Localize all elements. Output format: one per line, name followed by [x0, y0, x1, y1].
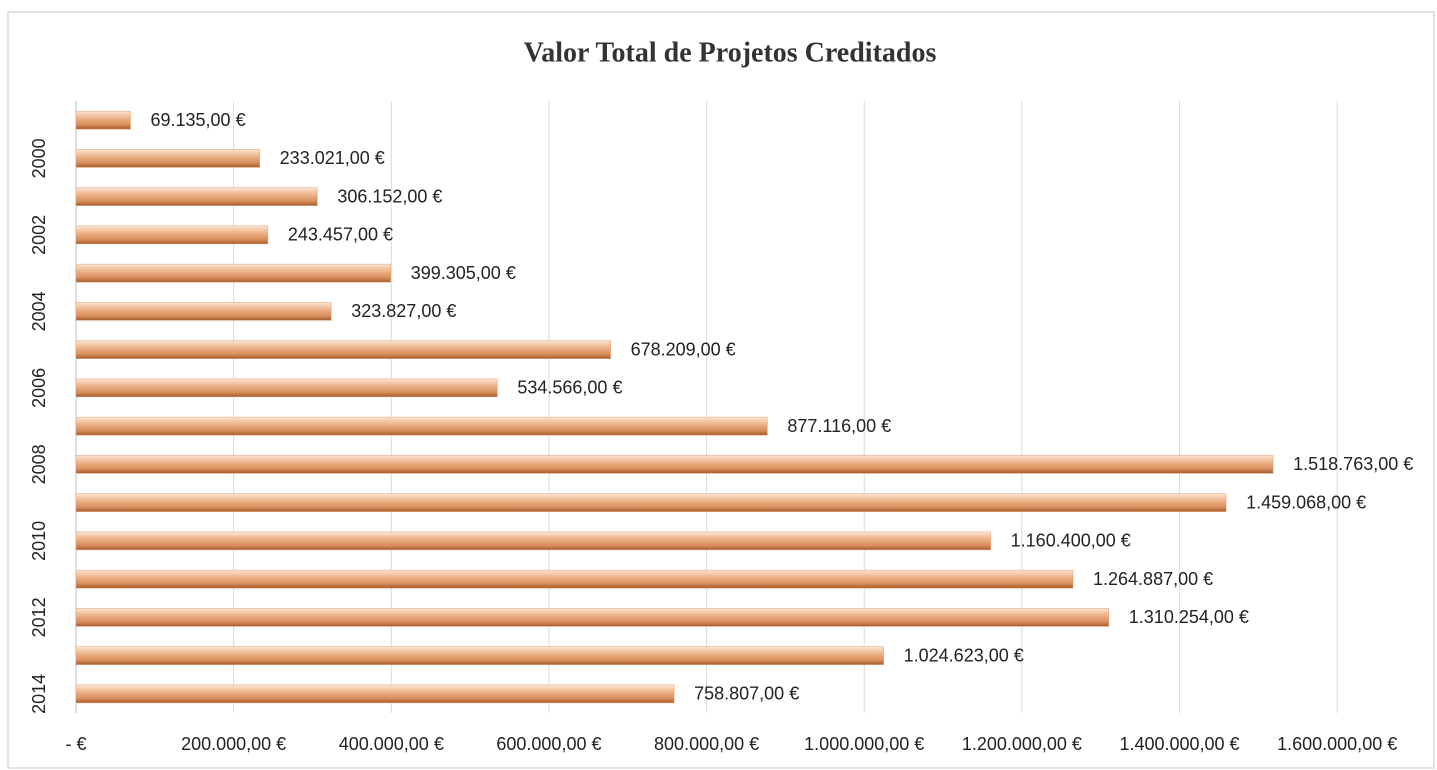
data-label: 243.457,00 € [288, 225, 393, 245]
y-tick-label: 2014 [29, 674, 49, 714]
bar [75, 149, 260, 168]
bar [75, 608, 1110, 627]
bar [75, 493, 1227, 512]
bar [75, 684, 675, 704]
data-label: 69.135,00 € [150, 110, 245, 130]
bar [75, 302, 332, 321]
data-label: 1.459.068,00 € [1246, 492, 1366, 512]
bar [75, 416, 768, 436]
bar [75, 225, 269, 245]
data-label: 1.160.400,00 € [1011, 531, 1131, 551]
y-tick-label: 2012 [29, 597, 49, 637]
y-tick-label: 2008 [29, 444, 49, 484]
data-label: 306.152,00 € [337, 186, 442, 206]
data-label: 758.807,00 € [694, 684, 799, 704]
data-label: 233.021,00 € [280, 148, 385, 168]
data-label: 399.305,00 € [411, 263, 516, 283]
data-label: 1.264.887,00 € [1093, 569, 1213, 589]
bar [75, 531, 991, 551]
bar [75, 646, 884, 665]
x-tick-label: 400.000,00 € [339, 734, 444, 754]
y-tick-label: 2004 [29, 291, 49, 331]
x-tick-label: - € [65, 734, 86, 754]
x-tick-label: 1.400.000,00 € [1119, 734, 1239, 754]
x-tick-label: 1.600.000,00 € [1277, 734, 1397, 754]
bar [75, 110, 131, 130]
data-label: 1.024.623,00 € [904, 645, 1024, 665]
data-label: 1.310.254,00 € [1129, 607, 1249, 627]
x-tick-label: 1.200.000,00 € [962, 734, 1082, 754]
data-label: 877.116,00 € [787, 416, 891, 436]
y-tick-label: 2010 [29, 521, 49, 561]
chart-title: Valor Total de Projetos Creditados [524, 37, 937, 68]
bar [75, 569, 1074, 589]
x-tick-label: 800.000,00 € [654, 734, 759, 754]
x-tick-label: 1.000.000,00 € [804, 734, 924, 754]
bar [75, 340, 611, 359]
data-label: 1.518.763,00 € [1293, 454, 1413, 474]
bar [75, 263, 391, 283]
y-tick-label: 2006 [29, 368, 49, 408]
x-tick-label: 600.000,00 € [496, 734, 601, 754]
bar [75, 187, 318, 206]
data-label: 323.827,00 € [351, 301, 456, 321]
y-tick-label: 2002 [29, 215, 49, 255]
x-tick-label: 200.000,00 € [181, 734, 286, 754]
data-label: 534.566,00 € [517, 378, 622, 398]
data-label: 678.209,00 € [631, 339, 736, 359]
y-tick-label: 2000 [29, 138, 49, 178]
bar [75, 455, 1274, 474]
bar [75, 378, 498, 398]
